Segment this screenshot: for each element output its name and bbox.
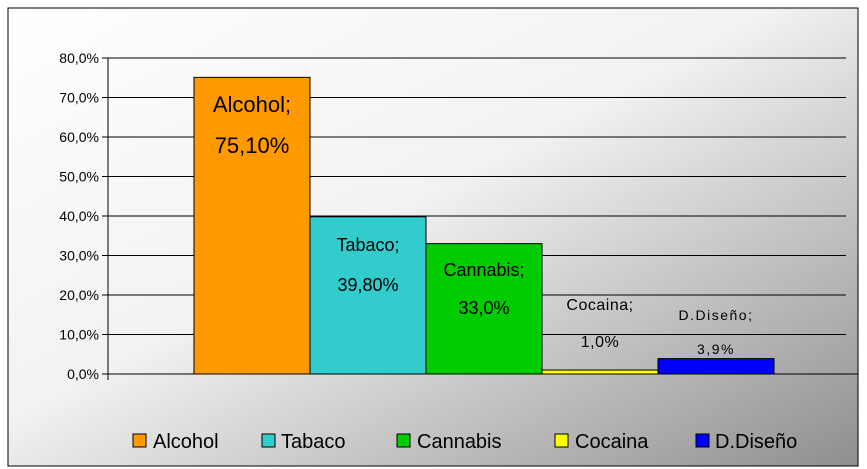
data-label: 75,10% [215,133,290,158]
legend-item-alcohol: Alcohol [132,431,219,453]
y-tick-label: 0,0% [67,366,99,382]
chart-area [7,7,859,467]
legend-label: Tabaco [281,431,346,453]
legend-swatch [132,433,147,448]
data-label: Cocaina; [566,297,633,314]
legend-item-cannabis: Cannabis [396,431,502,453]
data-label: 39,80% [337,275,398,295]
bar-alcohol [193,76,311,375]
y-tick-label: 80,0% [59,50,99,66]
data-label: Tabaco; [336,235,399,255]
legend-label: Alcohol [153,431,219,453]
legend-label: Cocaina [575,431,649,453]
y-tick-label: 10,0% [59,327,99,343]
data-label: 3,9% [697,341,735,357]
y-tick-label: 20,0% [59,287,99,303]
y-tick-label: 50,0% [59,169,99,185]
data-label: 33,0% [458,298,509,318]
y-tick-label: 60,0% [59,129,99,145]
legend-item-cocaina: Cocaina [554,431,649,453]
data-label: Alcohol; [213,92,291,117]
legend-swatch [261,433,276,448]
data-label: Cannabis; [443,260,524,280]
y-tick-label: 30,0% [59,248,99,264]
bar-tabaco [309,216,427,375]
bar-d-dise-o [657,358,775,375]
bar-cannabis [425,243,543,375]
legend-item-tabaco: Tabaco [261,431,346,453]
legend-swatch [695,433,710,448]
legend-label: D.Diseño [715,431,797,453]
legend-swatch [396,433,411,448]
legend-label: Cannabis [417,431,502,453]
legend-swatch [554,433,569,448]
data-label: D.Diseño; [679,307,754,323]
data-label: 1,0% [581,334,619,351]
legend-item-d-dise-o: D.Diseño [695,431,797,453]
y-tick-label: 40,0% [59,208,99,224]
bar-cocaina [541,369,659,375]
y-tick-label: 70,0% [59,90,99,106]
